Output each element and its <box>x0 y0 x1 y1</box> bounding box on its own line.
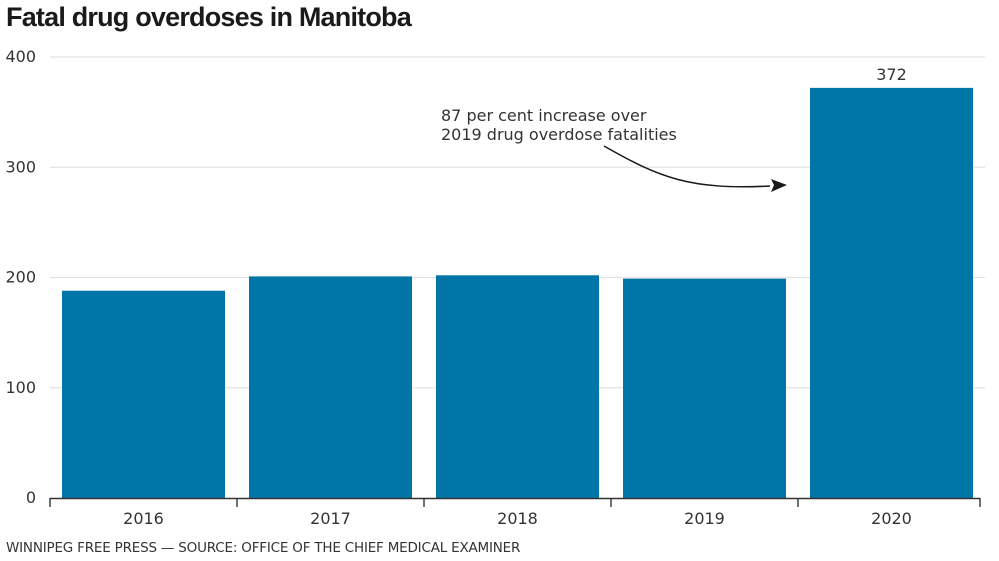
y-tick-label: 0 <box>26 488 36 507</box>
x-tick-label: 2018 <box>497 509 538 528</box>
x-tick-label: 2019 <box>684 509 725 528</box>
source-credit: WINNIPEG FREE PRESS — SOURCE: OFFICE OF … <box>6 540 521 556</box>
chart-title: Fatal drug overdoses in Manitoba <box>6 2 412 32</box>
arrowhead-icon <box>771 179 787 192</box>
annotation-line-1: 87 per cent increase over <box>441 106 647 125</box>
bar-2018 <box>436 275 599 498</box>
bar-2016 <box>62 290 225 498</box>
bar-2019 <box>623 278 786 498</box>
annotation-line-2: 2019 drug overdose fatalities <box>441 125 677 144</box>
data-label-2020: 372 <box>876 65 907 84</box>
annotation-arrow <box>603 145 771 188</box>
y-axis-ticks: 0 100 200 300 400 <box>5 47 36 507</box>
y-tick-label: 300 <box>5 157 36 176</box>
x-tick-label: 2017 <box>310 509 351 528</box>
annotation: 87 per cent increase over 2019 drug over… <box>441 106 787 192</box>
bar-2020 <box>810 87 973 499</box>
bar-2017 <box>249 276 412 498</box>
x-axis: 2016 2017 2018 2019 2020 <box>49 497 981 528</box>
data-labels: 372 <box>876 65 907 84</box>
bars <box>62 87 973 499</box>
x-tick-label: 2016 <box>123 509 164 528</box>
y-tick-label: 100 <box>5 378 36 397</box>
y-tick-label: 200 <box>5 268 36 287</box>
y-tick-label: 400 <box>5 47 36 66</box>
x-tick-label: 2020 <box>871 509 912 528</box>
